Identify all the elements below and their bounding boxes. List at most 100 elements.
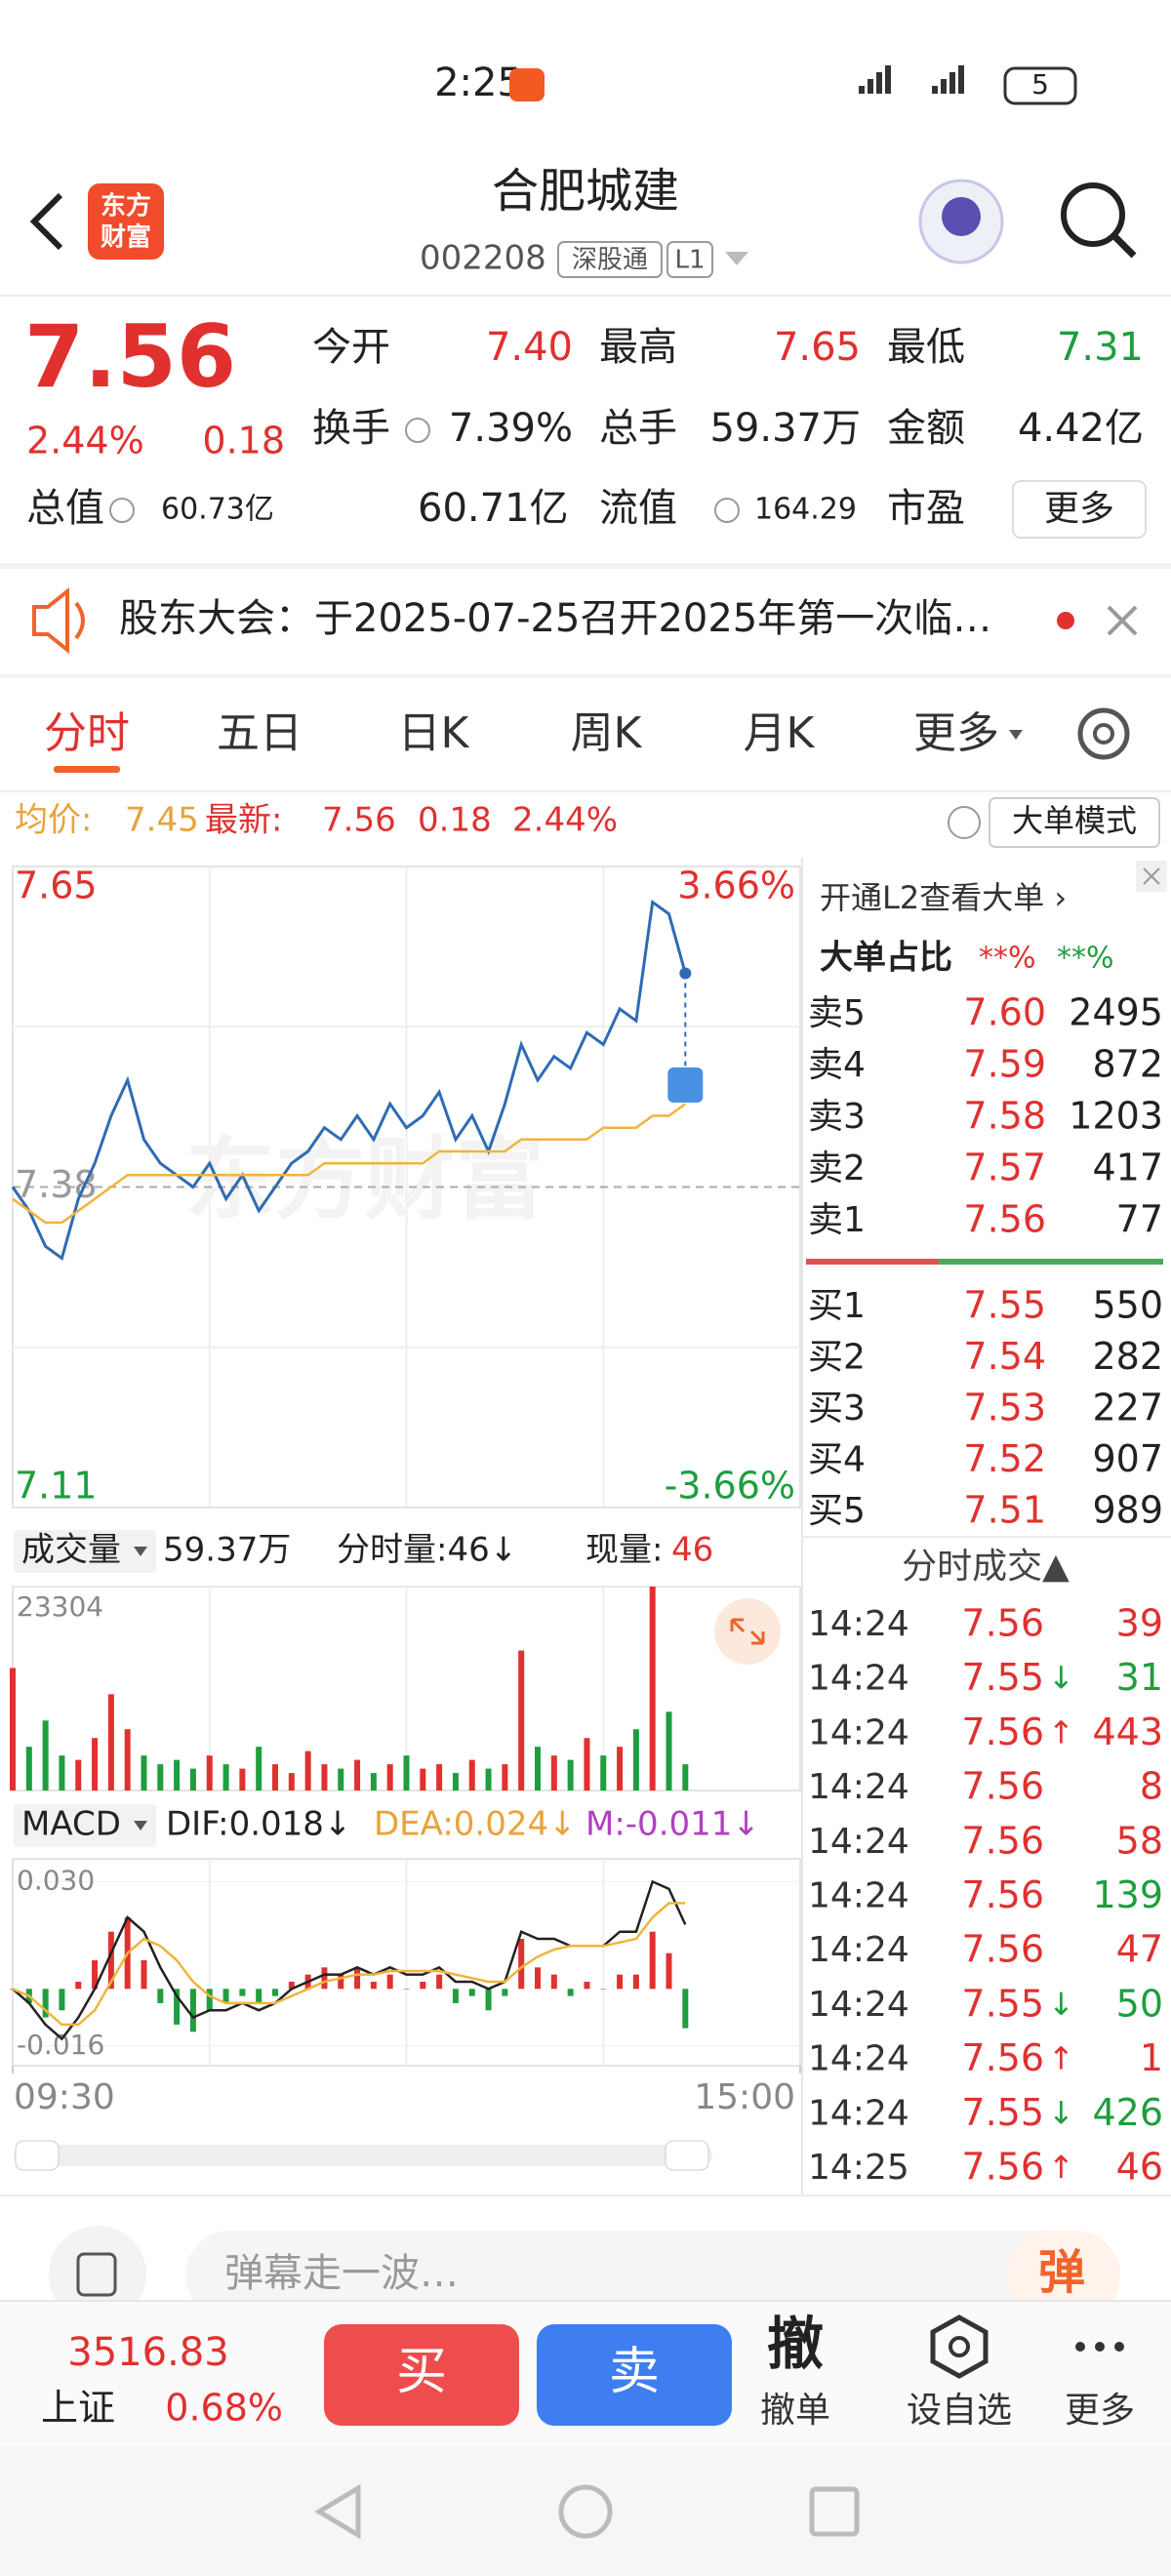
field-label: 总值 [26,486,104,531]
latest-label: 最新: [205,801,282,840]
volume-bar [452,1773,459,1791]
comment-settings[interactable] [49,2226,146,2323]
close-icon [1107,605,1138,636]
logo [88,183,164,260]
index-value[interactable]: 3516.83 [67,2330,228,2375]
settings-button[interactable] [1077,707,1130,760]
macd-bar [354,1967,361,1990]
trade-volume: 39 [1116,1602,1163,1645]
volume-selector[interactable]: 成交量 [21,1531,121,1570]
book-price: 7.51 [963,1489,1046,1532]
tab[interactable]: 更多 [913,708,999,758]
field-label: 总手 [599,406,677,451]
selector-box[interactable] [14,1530,156,1573]
field-label: 最低 [887,325,965,370]
volume-bar [222,1764,229,1791]
book-level: 卖1 [808,1200,866,1240]
action-label[interactable]: 设自选 [907,2391,1012,2431]
buy-label[interactable]: 买 [396,2343,447,2401]
macd-bar [666,1952,672,1990]
macd-bar [370,1981,377,1990]
book-price: 7.55 [963,1284,1046,1327]
y-tick-label: 23304 [17,1590,103,1623]
book-level: 卖5 [808,993,866,1033]
tab[interactable]: 周K [571,708,643,758]
nav-recent[interactable] [809,2486,860,2537]
macd-bar [206,1989,213,2011]
back-button[interactable] [29,192,63,251]
dropdown-arrow [1009,730,1023,740]
ask-bar [806,1259,939,1265]
comment-button-bg[interactable] [1007,2231,1120,2320]
field-label: 换手 [312,406,390,451]
settings-hub [1093,723,1114,745]
book-level: 买5 [808,1491,866,1531]
cancel-icon[interactable]: 撤 [767,2311,824,2377]
volume-bar [10,1668,16,1791]
latest-change: 0.18 [418,801,492,840]
book-price: 7.58 [963,1095,1046,1138]
book-volume: 550 [1092,1284,1163,1327]
action-label[interactable]: 撤单 [760,2391,830,2431]
macd-bar [256,1989,262,2003]
scroll-handle[interactable] [15,2140,60,2171]
sell-label[interactable]: 卖 [609,2343,660,2401]
more-button[interactable] [1012,480,1147,539]
trade-volume: 50 [1116,1982,1163,2025]
m-value: M:-0.011↓ [586,1805,760,1844]
volume-bar [403,1755,410,1791]
tab-indicator [54,766,120,773]
volume-total: 59.37万 [163,1531,291,1570]
now-volume-label: 现量: [586,1531,663,1570]
comment-input[interactable] [185,2231,1120,2320]
trade-time: 14:24 [808,1712,909,1752]
volume-bar [206,1755,213,1791]
trade-time: 14:24 [808,1876,909,1916]
scroll-handle[interactable] [665,2140,709,2171]
macd-bar [42,1989,49,2018]
macd-bar [288,1981,295,1990]
trade-arrow: ↓ [1048,1660,1074,1697]
macd-bar [92,1959,99,1990]
macd-bar [600,1989,607,1990]
signal-bar [885,65,891,94]
tab[interactable]: 分时 [44,708,130,758]
volume-bar [386,1764,393,1791]
volume-bar [141,1755,147,1791]
trade-price: 7.56 [961,1819,1044,1862]
field-label: 市盈 [887,486,965,531]
l2-promo[interactable]: 开通L2查看大单 › [820,879,1067,916]
expand-icon [730,1618,765,1645]
indicator-selector[interactable]: MACD [21,1805,121,1844]
mode-button[interactable] [989,797,1160,848]
book-level: 卖2 [808,1148,866,1188]
watchlist-icon[interactable] [930,2314,989,2379]
y2-tick-label: -3.66% [665,1465,795,1508]
macd-bar [550,1974,557,1990]
tab[interactable]: 日K [398,708,470,758]
mode-button-label[interactable]: 大单模式 [1012,802,1137,839]
search-button[interactable] [1061,182,1125,247]
trades-title[interactable]: 分时成交▲ [902,1547,1070,1587]
selector-box[interactable] [14,1804,156,1847]
tab[interactable]: 五日 [217,708,303,758]
volume-bar [288,1773,295,1791]
unread-dot [1057,612,1074,629]
sell-button[interactable] [537,2324,732,2426]
nav-home[interactable] [558,2484,613,2539]
info-icon [405,418,430,443]
more-button-label[interactable]: 更多 [1044,489,1114,529]
field-value: 4.42亿 [1018,406,1144,451]
field-value: 7.40 [486,325,573,370]
action-label[interactable]: 更多 [1065,2391,1135,2431]
info-icon [109,498,135,523]
comment-placeholder[interactable]: 弹幕走一波… [224,2251,459,2296]
buy-button[interactable] [324,2324,519,2426]
expand-button[interactable] [714,1598,781,1665]
notice-text[interactable]: 股东大会：于2025-07-25召开2025年第一次临… [119,596,991,641]
volume-bar [682,1764,689,1791]
tab[interactable]: 月K [744,708,816,758]
nav-back[interactable] [314,2483,361,2540]
comment-button[interactable]: 弹 [1038,2245,1085,2300]
